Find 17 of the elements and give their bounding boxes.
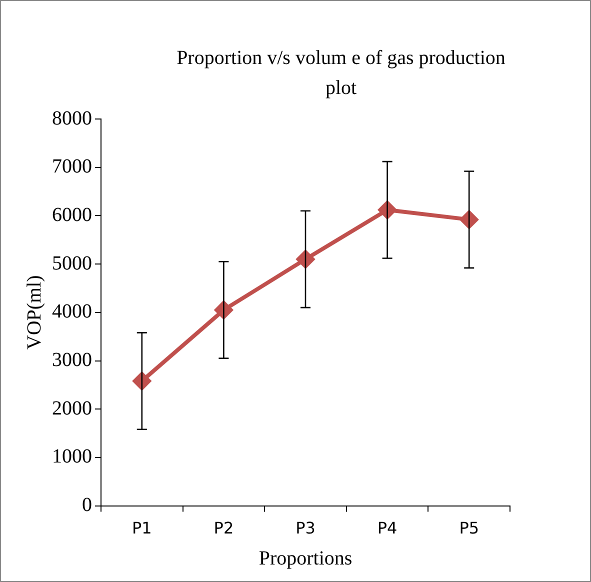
y-tick-label: 5000 xyxy=(52,252,92,274)
x-tick-label: P4 xyxy=(377,518,398,538)
x-axis-title: Proportions xyxy=(258,547,352,570)
x-tick-label: P3 xyxy=(296,518,316,538)
x-tick-label: P2 xyxy=(214,518,234,538)
y-tick-label: 6000 xyxy=(52,204,92,226)
chart-title: Proportion v/s volum e of gas production plot xyxy=(176,46,506,101)
y-tick-label: 7000 xyxy=(52,156,92,178)
y-tick-label: 1000 xyxy=(52,446,92,468)
y-axis-title: VOP(ml) xyxy=(23,275,46,350)
y-tick-label: 8000 xyxy=(52,107,92,130)
x-tick-label: P1 xyxy=(132,518,152,538)
x-tick-label: P5 xyxy=(459,518,480,538)
y-tick-label: 3000 xyxy=(52,349,92,371)
y-tick-label: 0 xyxy=(82,494,92,516)
y-tick-label: 4000 xyxy=(52,300,92,323)
y-tick-label: 2000 xyxy=(52,397,92,420)
